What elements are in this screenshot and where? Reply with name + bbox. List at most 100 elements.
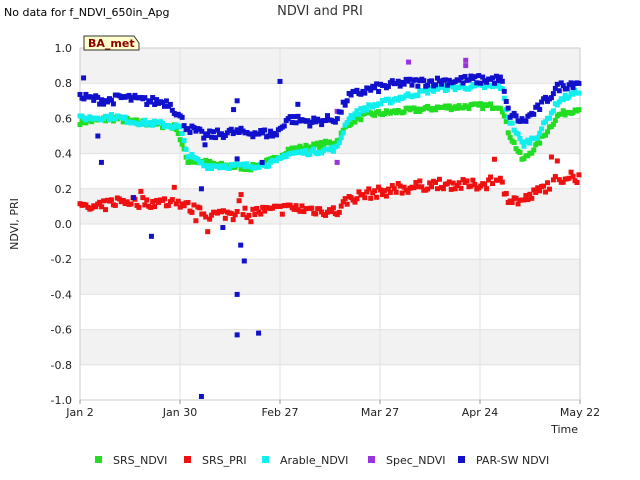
- data-point: [399, 190, 405, 196]
- x-axis-ticks: Jan 2 Jan 30 Feb 27 Mar 27 Apr 24 May 22: [65, 400, 600, 419]
- data-point: [203, 163, 209, 169]
- data-point: [495, 78, 501, 84]
- data-point: [354, 87, 360, 93]
- legend-item: SRS_NDVI: [95, 454, 167, 467]
- data-point: [342, 122, 348, 128]
- data-point: [177, 204, 183, 210]
- data-point: [381, 188, 387, 194]
- data-point: [545, 180, 550, 186]
- data-point: [505, 105, 511, 111]
- y-tick-label: 0.6: [55, 112, 73, 125]
- data-point: [234, 209, 240, 215]
- data-point: [552, 118, 558, 124]
- legend-label: Spec_NDVI: [386, 454, 446, 467]
- data-point: [521, 143, 527, 149]
- data-point: [395, 180, 401, 186]
- data-point: [550, 121, 556, 127]
- data-point: [537, 106, 543, 112]
- data-point: [358, 117, 364, 123]
- data-point: [364, 107, 370, 113]
- data-point: [160, 120, 165, 126]
- data-point: [189, 151, 195, 157]
- data-point: [411, 185, 417, 191]
- data-point: [450, 180, 456, 186]
- data-point: [346, 116, 352, 122]
- data-point: [397, 83, 403, 89]
- data-point: [348, 92, 354, 98]
- data-point: [218, 160, 224, 166]
- data-point: [91, 97, 97, 103]
- data-point: [385, 83, 391, 89]
- data-point: [185, 126, 191, 132]
- data-point: [126, 92, 132, 98]
- legend-swatch: [95, 456, 102, 463]
- data-point: [238, 166, 244, 172]
- data-point: [293, 120, 299, 126]
- data-point: [238, 125, 244, 131]
- data-point: [527, 140, 533, 146]
- data-point: [423, 87, 429, 93]
- legend: SRS_NDVI SRS_PRI Arable_NDVI Spec_NDVI PAR-S…: [95, 454, 549, 467]
- data-point: [570, 110, 576, 116]
- data-point: [452, 186, 458, 192]
- data-point: [173, 201, 179, 207]
- data-point: [232, 212, 238, 218]
- legend-label: SRS_PRI: [202, 454, 247, 467]
- data-point: [124, 199, 130, 205]
- data-point: [499, 179, 505, 185]
- data-point: [415, 184, 421, 190]
- data-point: [332, 119, 338, 125]
- data-point: [533, 142, 539, 148]
- data-point: [334, 159, 340, 165]
- data-point: [517, 149, 523, 155]
- data-point: [340, 199, 346, 205]
- data-point: [319, 139, 325, 145]
- data-point: [570, 173, 576, 179]
- data-point: [401, 184, 407, 190]
- data-point: [98, 159, 104, 165]
- data-point: [427, 180, 433, 186]
- data-point: [197, 205, 203, 211]
- y-tick-label: 1.0: [55, 42, 73, 55]
- data-point: [474, 80, 480, 86]
- data-point: [99, 204, 105, 210]
- data-point: [515, 201, 521, 207]
- data-point: [256, 164, 262, 170]
- data-point: [362, 90, 368, 96]
- data-point: [556, 88, 562, 94]
- data-point: [521, 156, 527, 162]
- x-tick-label: Jan 30: [162, 406, 197, 419]
- data-point: [254, 205, 260, 211]
- data-point: [328, 209, 334, 215]
- badge-shape: [83, 35, 140, 51]
- data-point: [171, 184, 177, 190]
- data-point: [154, 97, 160, 103]
- data-point: [484, 186, 490, 192]
- data-point: [148, 233, 154, 239]
- data-point: [242, 164, 248, 170]
- data-point: [93, 204, 99, 210]
- data-point: [531, 111, 537, 117]
- data-point: [319, 209, 325, 215]
- site-badge: BA_met: [83, 35, 140, 51]
- data-point: [456, 77, 462, 83]
- data-point: [543, 132, 549, 138]
- data-point: [236, 198, 242, 204]
- data-point: [460, 80, 466, 86]
- data-point: [529, 150, 535, 156]
- data-point: [273, 132, 279, 138]
- data-point: [207, 216, 213, 222]
- data-point: [401, 81, 407, 87]
- data-point: [523, 118, 529, 124]
- data-point: [550, 108, 556, 114]
- data-point: [205, 229, 211, 235]
- data-point: [362, 195, 368, 201]
- data-point: [142, 202, 148, 208]
- data-point: [419, 184, 425, 190]
- data-point: [360, 108, 366, 114]
- data-point: [244, 161, 250, 167]
- data-point: [383, 193, 389, 199]
- data-point: [517, 135, 523, 141]
- data-point: [315, 140, 321, 146]
- data-point: [108, 197, 114, 203]
